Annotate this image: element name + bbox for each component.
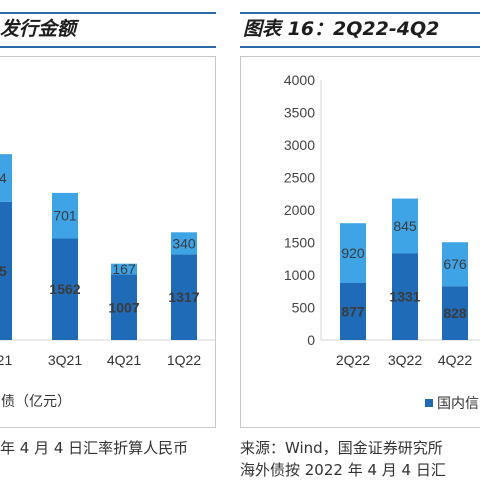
x-category-label: 4Q21 — [107, 352, 141, 368]
bar-segment — [52, 238, 78, 340]
x-category-label: Q21 — [0, 352, 12, 368]
bar-data-label: 34 — [0, 170, 7, 186]
bar-data-label: 877 — [341, 303, 365, 319]
bar-data-label: 701 — [53, 208, 77, 224]
bar-data-label: 1317 — [168, 289, 199, 305]
bar-data-label: 845 — [393, 218, 417, 234]
left-footnote: 年 4 月 4 日汇率折算人民币 — [0, 439, 189, 457]
y-tick-label: 500 — [292, 300, 316, 316]
bar-segment — [392, 253, 418, 340]
y-tick-label: 2500 — [284, 170, 315, 186]
right-title-rule — [240, 46, 480, 48]
right-legend: 国内信 — [425, 393, 479, 413]
bar-segment — [340, 282, 366, 340]
bar-segment — [392, 198, 418, 254]
x-category-label: 3Q22 — [388, 352, 422, 368]
right-chart-panel: 图表 16：2Q22-4Q2 0 500 1000 1500 2000 2500 3000 3… — [240, 0, 480, 480]
left-title-rule — [0, 46, 216, 48]
x-category-label: 2Q22 — [336, 352, 370, 368]
bar-data-label: 1007 — [108, 299, 139, 315]
right-footnote-line1: 来源：Wind，国金证券研究所 — [240, 439, 443, 457]
bar-segment — [111, 274, 137, 340]
bar-segment — [171, 254, 197, 340]
left-legend-label: 债（亿元） — [1, 394, 71, 410]
x-category-label: 4Q22 — [438, 352, 472, 368]
bar-data-label: 25 — [0, 263, 7, 279]
right-chart-title: 图表 16：2Q22-4Q2 — [243, 18, 440, 40]
bar-segment — [442, 286, 468, 340]
y-tick-label: 1000 — [284, 267, 315, 283]
right-top-rule — [240, 12, 480, 14]
bar-segment — [0, 201, 12, 340]
bar-data-label: 920 — [341, 245, 365, 261]
y-tick-label: 1500 — [284, 235, 315, 251]
left-plot-area: 25 34 Q21 1562 701 3Q21 1007 167 4Q21 1317 340 1Q22… — [0, 56, 216, 428]
left-chart-panel: 发行金额 25 34 Q21 1562 701 3Q21 1007 167 4Q21 1317 34… — [0, 0, 216, 480]
right-legend-swatch — [425, 399, 433, 407]
right-plot-area: 0 500 1000 1500 2000 2500 3000 3500 4000 877 920 2Q… — [240, 56, 480, 428]
bar-segment — [111, 263, 137, 275]
bar-segment — [171, 232, 197, 255]
bar-data-label: 828 — [443, 305, 467, 321]
bar-data-label: 340 — [172, 235, 196, 251]
y-tick-label: 3500 — [284, 105, 315, 121]
bar-segment — [340, 223, 366, 283]
y-tick-label: 0 — [307, 332, 315, 348]
bar-segment — [442, 242, 468, 287]
bar-data-label: 676 — [443, 256, 467, 272]
y-tick-label: 3000 — [284, 137, 315, 153]
x-category-label: 1Q22 — [167, 352, 201, 368]
left-chart-title: 发行金额 — [0, 18, 77, 40]
x-category-label: 3Q21 — [48, 352, 82, 368]
y-tick-label: 4000 — [284, 72, 315, 88]
right-footnote-line2: 海外债按 2022 年 4 月 4 日汇 — [240, 461, 446, 479]
bar-segment — [0, 154, 12, 202]
y-tick-label: 2000 — [284, 202, 315, 218]
left-bar-chart: 25 34 Q21 1562 701 3Q21 1007 167 4Q21 1317 340 1Q22 — [0, 154, 215, 368]
left-legend: 债（亿元） — [1, 391, 71, 411]
bar-data-label: 1331 — [389, 289, 420, 305]
right-legend-label: 国内信 — [437, 396, 479, 412]
bar-segment — [52, 192, 78, 239]
left-top-rule — [0, 12, 216, 14]
bar-data-label: 1562 — [49, 281, 80, 297]
bar-data-label: 167 — [112, 261, 136, 277]
right-bar-chart: 0 500 1000 1500 2000 2500 3000 3500 4000 877 920 2Q… — [284, 72, 480, 368]
